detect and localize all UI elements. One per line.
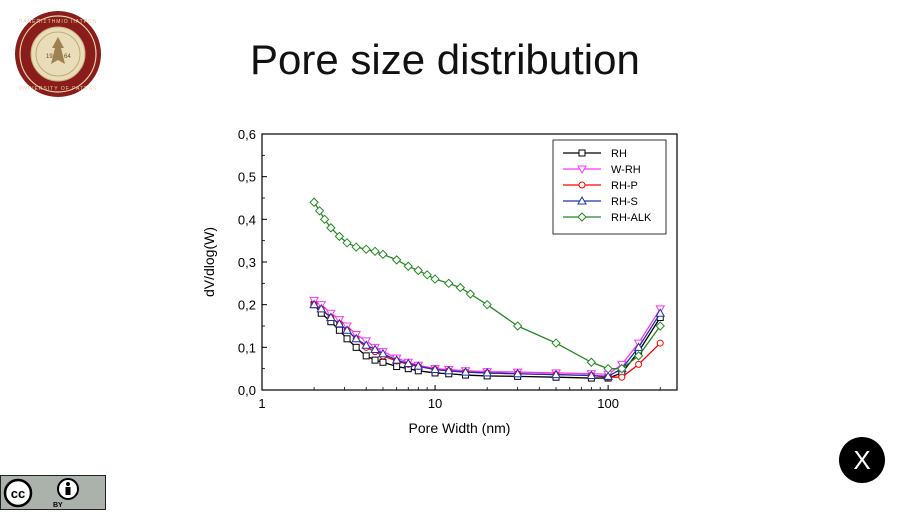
legend-marker bbox=[578, 181, 586, 189]
cc-license-icons: cc bbox=[3, 478, 79, 508]
data-point-rh-s bbox=[512, 368, 523, 378]
data-point-rh-alk bbox=[455, 282, 466, 293]
data-point-rh bbox=[362, 352, 370, 360]
data-point-rh-alk bbox=[342, 238, 352, 248]
y-tick-label: 0,6 bbox=[238, 127, 256, 142]
legend-marker bbox=[577, 212, 587, 222]
legend-label: RH bbox=[611, 148, 627, 160]
x-tick-label: 10 bbox=[428, 396, 442, 411]
license-label: BY bbox=[53, 502, 63, 509]
y-tick-label: 0,0 bbox=[238, 383, 256, 398]
data-point-rh-alk bbox=[551, 338, 561, 348]
data-point-rh-s bbox=[351, 333, 362, 343]
x-tick-label: 100 bbox=[597, 396, 619, 411]
data-point-rh-alk bbox=[617, 363, 627, 374]
data-point-rh-p bbox=[618, 373, 626, 381]
data-point-rh bbox=[335, 326, 343, 334]
data-point-rh-alk bbox=[314, 206, 325, 216]
data-point-rh bbox=[379, 358, 387, 366]
data-point-rh-s bbox=[430, 364, 440, 374]
slide-title: Pore size distribution bbox=[250, 36, 640, 83]
data-point-rh-alk bbox=[444, 278, 454, 289]
data-point-rh-s bbox=[443, 365, 454, 375]
data-point-rh-alk bbox=[633, 351, 644, 361]
series-line-w-rh bbox=[313, 299, 661, 375]
data-point-rh-alk bbox=[413, 265, 424, 276]
data-point-rh-alk bbox=[465, 289, 476, 299]
x-tick-label: 1 bbox=[258, 396, 265, 411]
legend-label: RH-ALK bbox=[611, 212, 652, 224]
data-point-rh-s bbox=[482, 367, 493, 377]
data-point-rh-p bbox=[635, 360, 643, 368]
data-point-rh-p bbox=[656, 339, 664, 347]
legend-box bbox=[552, 139, 667, 235]
data-point-rh-alk bbox=[512, 321, 523, 331]
data-point-rh-alk bbox=[603, 363, 613, 374]
data-point-rh-alk bbox=[351, 242, 361, 252]
data-point-rh-s bbox=[370, 344, 380, 353]
data-point-rh-s bbox=[309, 299, 319, 309]
data-point-rh-s bbox=[403, 358, 414, 368]
data-point-rh-alk bbox=[309, 197, 319, 207]
svg-text:ΠΑΝΕΠΙΣΤΗΜΙΟ ΠΑΤΡΩΝ: ΠΑΝΕΠΙΣΤΗΜΙΟ ΠΑΤΡΩΝ bbox=[19, 19, 98, 25]
data-point-rh-alk bbox=[370, 246, 380, 257]
data-point-rh-s bbox=[551, 369, 561, 379]
data-point-rh-alk bbox=[586, 357, 597, 367]
data-point-rh-alk bbox=[430, 274, 440, 284]
data-point-rh-s bbox=[460, 367, 471, 376]
y-tick-label: 0,3 bbox=[238, 255, 256, 270]
y-axis-label: dV/dlog(W) bbox=[201, 227, 217, 297]
legend-marker bbox=[578, 149, 586, 157]
data-point-rh-s bbox=[633, 342, 644, 351]
data-point-rh-s bbox=[334, 318, 345, 328]
x-axis-label: Pore Width (nm) bbox=[409, 420, 511, 436]
data-point-rh bbox=[343, 335, 351, 343]
data-point-rh bbox=[371, 356, 379, 364]
pore-size-chart: 0,0 0,1 0,2 0,3 0,4 0,5 0,6 1 10 100 Pore Width (n… bbox=[201, 127, 678, 436]
data-point-rh-alk bbox=[319, 214, 330, 225]
data-point-rh-alk bbox=[403, 261, 413, 271]
data-point-rh-alk bbox=[326, 223, 336, 233]
legend-marker bbox=[577, 165, 587, 175]
data-point-rh-s bbox=[655, 308, 666, 317]
data-point-rh-alk bbox=[334, 231, 345, 242]
svg-text:UNIVERSITY OF PATRAS: UNIVERSITY OF PATRAS bbox=[19, 86, 98, 92]
data-point-rh-alk bbox=[361, 244, 371, 254]
y-tick-label: 0,2 bbox=[238, 298, 256, 313]
data-point-rh-alk bbox=[482, 299, 492, 310]
legend-label: RH-P bbox=[611, 180, 638, 192]
data-point-rh-s bbox=[391, 355, 402, 364]
y-tick-label: 0,4 bbox=[238, 212, 256, 227]
close-label: X bbox=[853, 444, 871, 475]
y-tick-label: 0,1 bbox=[238, 340, 256, 355]
data-point-rh-s bbox=[326, 312, 336, 321]
legend-marker bbox=[577, 195, 587, 205]
y-tick-label: 0,5 bbox=[238, 170, 256, 185]
data-point-rh-s bbox=[586, 370, 597, 379]
data-point-rh-s bbox=[316, 303, 327, 313]
legend-label: W-RH bbox=[611, 164, 641, 176]
data-point-rh-s bbox=[603, 371, 613, 380]
cc-by-license-badge: cc BY bbox=[0, 475, 106, 510]
university-seal-logo: 19 64 ΠΑΝΕΠΙΣΤΗΜΙΟ ΠΑΤΡΩΝ UNIVERSITY OF … bbox=[15, 11, 101, 97]
data-point-rh-alk bbox=[391, 255, 402, 265]
svg-text:19: 19 bbox=[46, 54, 53, 60]
data-point-rh-s bbox=[413, 361, 424, 370]
data-point-rh-s bbox=[342, 325, 352, 334]
svg-text:cc: cc bbox=[11, 486, 25, 501]
data-point-rh-s bbox=[361, 340, 372, 349]
data-point-rh-alk bbox=[655, 321, 665, 331]
svg-text:64: 64 bbox=[64, 54, 71, 60]
legend-label: RH-S bbox=[611, 196, 638, 208]
data-point-rh-s bbox=[378, 348, 388, 358]
close-button[interactable]: X bbox=[839, 437, 885, 483]
data-point-rh bbox=[352, 343, 360, 351]
data-point-rh-alk bbox=[422, 270, 432, 280]
data-point-rh-alk bbox=[378, 249, 388, 260]
